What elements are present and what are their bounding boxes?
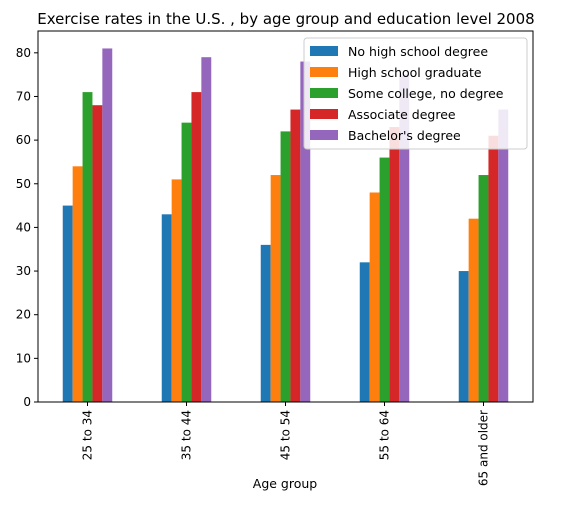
x-axis-label: Age group [253,476,318,491]
bar-4-5 [488,135,499,403]
bar-2-1 [72,166,83,402]
bar-4-3 [290,109,301,403]
bar-1-5 [458,271,469,402]
legend-label: No high school degree [348,44,488,59]
bar-1-2 [161,214,172,402]
legend-box [303,37,528,150]
legend-swatch [310,130,338,140]
bar-5-2 [201,57,212,403]
bar-3-5 [478,175,489,402]
y-tick-label: 10 [16,351,31,365]
y-tick-label: 0 [23,395,31,409]
bar-4-2 [191,92,202,402]
y-tick-label: 50 [16,177,31,191]
legend-label: High school graduate [348,65,482,80]
bar-3-1 [82,92,93,402]
x-tick-label: 25 to 34 [81,410,95,460]
legend-label: Bachelor's degree [348,128,461,143]
x-tick-label: 55 to 64 [378,410,392,460]
y-tick-label: 40 [16,220,31,234]
bar-1-4 [359,262,370,402]
legend-swatch [310,88,338,98]
legend: No high school degree High school graduat… [303,37,528,150]
y-tick-label: 70 [16,89,31,103]
y-tick-label: 60 [16,133,31,147]
y-tick-label: 80 [16,46,31,60]
y-tick-label: 30 [16,264,31,278]
bar-3-2 [181,122,192,403]
x-tick-label: 65 and older [477,410,491,486]
bar-1-3 [260,244,271,402]
bar-4-4 [389,127,400,402]
bar-1-1 [62,205,73,402]
bar-3-4 [379,157,390,402]
bar-5-3 [300,61,311,402]
bar-5-4 [399,74,410,402]
legend-swatch [310,46,338,56]
x-tick-label: 45 to 54 [279,410,293,460]
bar-3-3 [280,131,291,402]
legend-label: Some college, no degree [348,86,504,101]
legend-swatch [310,67,338,77]
bar-5-5 [498,109,509,403]
plot-area: 0 10 20 30 40 50 60 70 80 25 to 34 35 to 44 45 to 5… [16,30,534,486]
bar-2-4 [369,192,380,402]
y-tick-label: 20 [16,308,31,322]
chart-title: Exercise rates in the U.S. , by age grou… [37,10,534,28]
bar-2-3 [270,175,281,402]
bar-2-5 [468,218,479,402]
bar-4-1 [92,105,103,402]
x-tick-label: 35 to 44 [180,410,194,460]
legend-label: Associate degree [348,107,456,122]
legend-swatch [310,109,338,119]
bar-5-1 [102,48,113,402]
bar-2-2 [171,179,182,402]
